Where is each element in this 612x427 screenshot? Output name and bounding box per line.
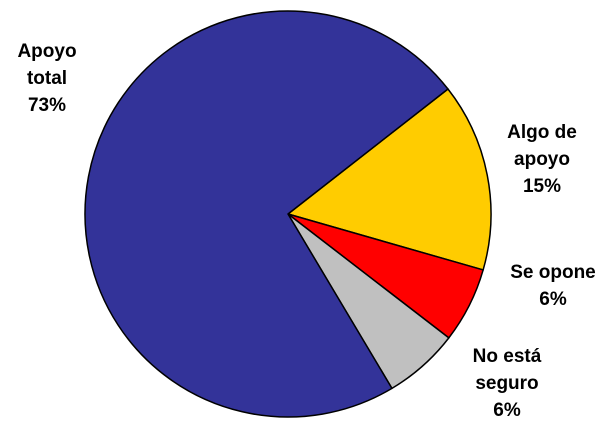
pie-label-text: No está xyxy=(473,346,542,367)
pie-label-text: seguro xyxy=(475,373,538,394)
pie-label-value: 15% xyxy=(523,176,561,197)
pie-label-text: Se opone xyxy=(510,262,596,283)
pie-label-3: No está seguro 6% xyxy=(473,346,542,421)
pie-label-2: Se opone 6% xyxy=(510,262,596,310)
pie-slice-apoyo-total xyxy=(84,10,449,418)
pie-label-value: 6% xyxy=(539,289,567,310)
pie-label-value: 6% xyxy=(493,400,521,421)
pie-slice-algo-de-apoyo xyxy=(287,88,492,271)
pie-label-0: Apoyo total 73% xyxy=(17,41,76,116)
pie-label-text: Algo de xyxy=(507,122,577,143)
pie-labels: Apoyo total 73%Algo de apoyo 15%Se opone 6%No… xyxy=(17,41,595,421)
pie-label-text: apoyo xyxy=(514,149,570,170)
pie-slices xyxy=(84,10,492,418)
pie-label-1: Algo de apoyo 15% xyxy=(507,122,577,197)
pie-label-text: total xyxy=(27,68,67,89)
pie-label-text: Apoyo xyxy=(17,41,76,62)
pie-label-value: 73% xyxy=(28,95,66,116)
